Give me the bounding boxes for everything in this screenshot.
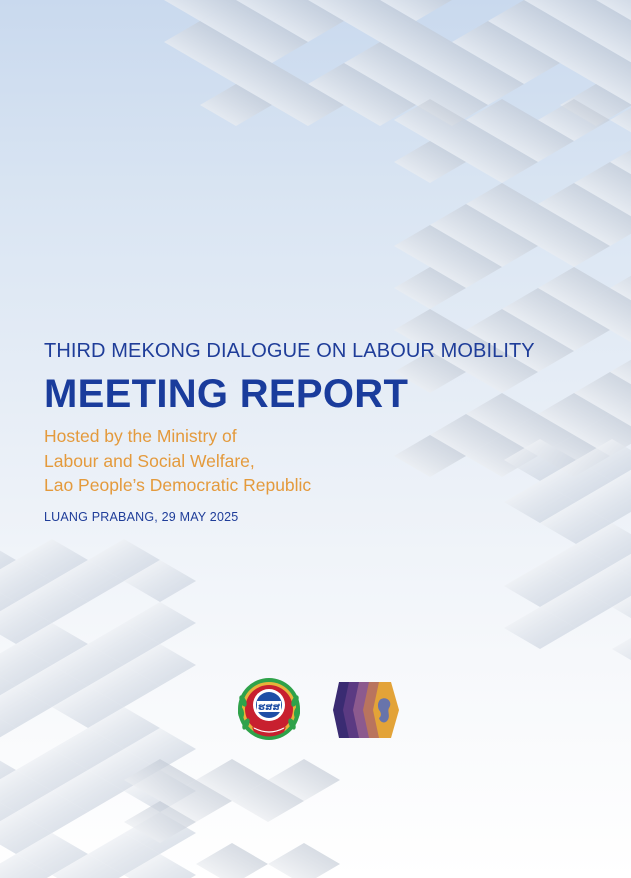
hexagon-facet [574,162,631,204]
hexagon-facet [124,560,196,602]
hexagon-facet [610,359,631,385]
location-date: LUANG PRABANG, 29 MAY 2025 [44,509,239,524]
host-statement: Hosted by the Ministry of Labour and Soc… [44,424,604,498]
hexagon-facet [0,802,16,822]
report-subtitle: THIRD MEKONG DIALOGUE ON LABOUR MOBILITY [44,340,535,362]
hexagon-facet [0,550,16,570]
hexagon-facet [466,141,538,183]
hexagon-facet [0,760,16,780]
hexagon-facet [196,843,268,878]
hexagon-facet [612,637,631,661]
hexagon-facet [272,84,344,126]
hexagon-facet [560,42,631,84]
host-line: Hosted by the Ministry of [44,426,237,446]
hexagon-facet [394,435,466,477]
hexagon-facet [538,225,610,267]
hexagon-facet [236,0,308,21]
hexagon-facet [610,191,631,217]
host-line: Lao People’s Democratic Republic [44,475,312,495]
hexagon-facet [0,676,16,696]
hexagon-facet [576,481,631,523]
hexagon-facet [504,607,576,649]
hexagon-facet [560,84,631,126]
hexagon-facet [0,686,52,728]
hexagon-facet [268,843,340,878]
hexagon-facet [52,854,124,878]
hexagon-facet [612,553,631,577]
hexagon-facet [524,0,596,21]
hexagon-facet [0,770,52,812]
hexagon-facet [610,317,631,343]
hexagon-facet [380,0,452,21]
hexagon-facet [394,351,466,393]
hexagon-facet [394,267,466,309]
hexagon-facet [574,372,631,414]
hexagon-facet [232,780,304,822]
hexagon-facet [0,644,52,686]
hexagon-facet [612,469,631,493]
hexagon-facet [0,602,52,644]
cover-text-block: THIRD MEKONG DIALOGUE ON LABOUR MOBILITY… [44,338,604,524]
hexagon-facet [576,439,631,481]
hexagon-facet [596,21,631,63]
hexagon-facet [612,595,631,619]
hexagon-facet [610,149,631,175]
hexagon-facet [200,84,272,126]
hexagon-facet [394,141,466,183]
hexagon-facet [0,854,52,878]
hexagon-facet [0,718,16,738]
host-line: Labour and Social Welfare, [44,450,255,471]
emblem-text: ຮສສ [258,703,280,713]
hexagon-facet [576,565,631,607]
hexagon-facet [574,288,631,330]
ministry-emblem-logo: ຮສສ [237,678,301,740]
hexagon-facet [596,63,631,105]
hexagon-facet [164,0,236,21]
hexagon-facet [0,592,16,612]
hexagon-facet [610,275,631,301]
hexagon-facet [574,204,631,246]
hexagon-facet [124,801,196,843]
report-title: MEETING REPORT [44,372,409,416]
hexagon-facet [308,0,380,21]
hexagon-facet [124,854,196,878]
hexagon-facet [610,107,631,133]
hexagon-facet [466,351,538,393]
hexagon-facet [560,0,631,42]
hexagon-facet [344,84,416,126]
mekong-hexagon-logo [333,682,399,738]
hexagon-facet [0,812,52,854]
hexagon-facet [610,401,631,427]
hexagon-facet [576,523,631,565]
hexagon-facet [0,560,52,602]
